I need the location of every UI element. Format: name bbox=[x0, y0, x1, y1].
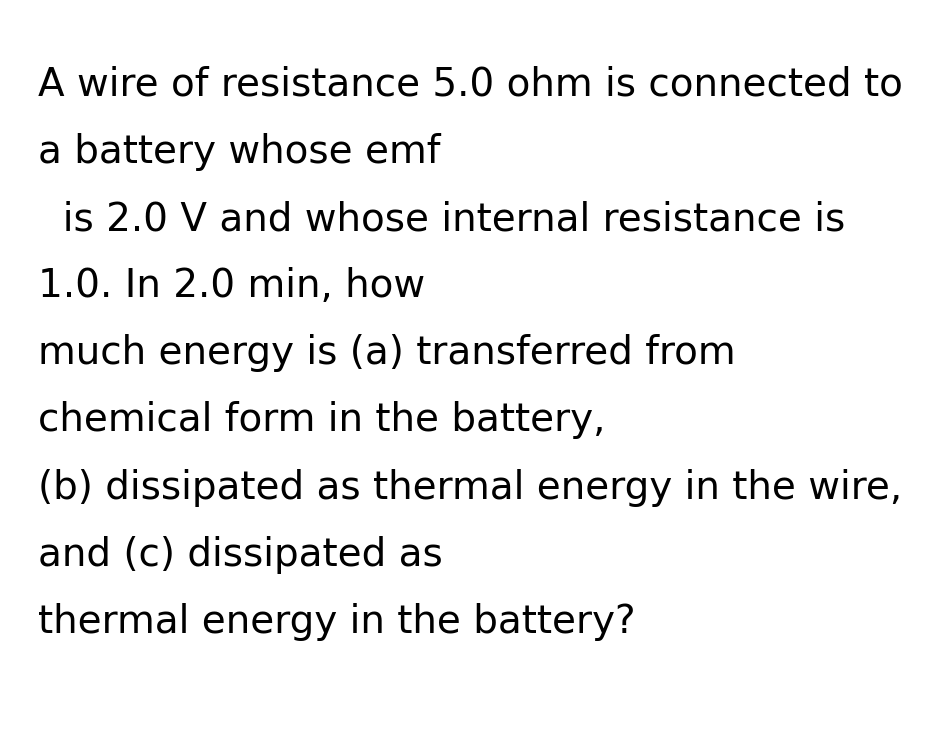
Text: thermal energy in the battery?: thermal energy in the battery? bbox=[38, 603, 636, 641]
Text: and (c) dissipated as: and (c) dissipated as bbox=[38, 536, 442, 574]
Text: a battery whose emf: a battery whose emf bbox=[38, 133, 440, 171]
Text: A wire of resistance 5.0 ohm is connected to: A wire of resistance 5.0 ohm is connecte… bbox=[38, 66, 902, 104]
Text: 1.0. In 2.0 min, how: 1.0. In 2.0 min, how bbox=[38, 267, 425, 305]
Text: chemical form in the battery,: chemical form in the battery, bbox=[38, 402, 605, 439]
Text: is 2.0 V and whose internal resistance is: is 2.0 V and whose internal resistance i… bbox=[38, 200, 845, 238]
Text: much energy is (a) transferred from: much energy is (a) transferred from bbox=[38, 334, 736, 372]
Text: (b) dissipated as thermal energy in the wire,: (b) dissipated as thermal energy in the … bbox=[38, 469, 902, 507]
